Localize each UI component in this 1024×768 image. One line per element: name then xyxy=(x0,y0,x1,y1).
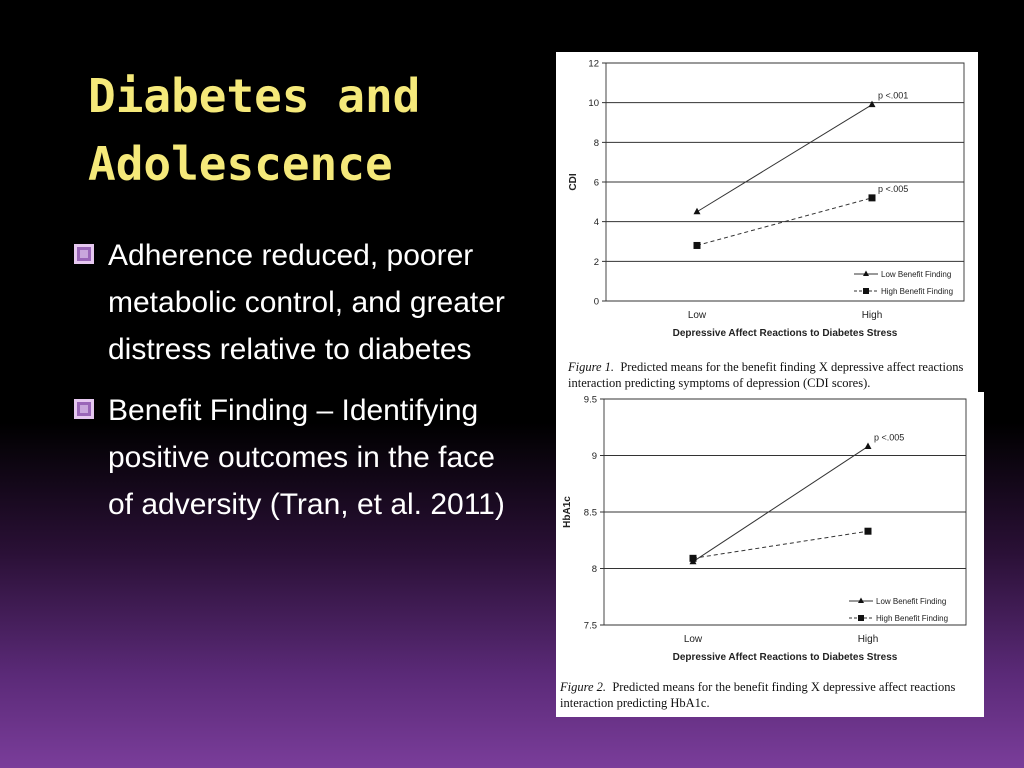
legend-entry-label: High Benefit Finding xyxy=(876,614,948,623)
p-value-annotation: p <.005 xyxy=(874,432,904,442)
x-tick-label: High xyxy=(858,634,879,645)
bullet-item: Benefit Finding – Identifying positive o… xyxy=(72,387,512,528)
p-value-annotation: p <.005 xyxy=(878,184,908,194)
low-benefit-series-line xyxy=(696,104,873,213)
legend-entry-label: Low Benefit Finding xyxy=(881,270,951,279)
hba1c-line-chart: 7.5 8 8.5 9 9.5 Low High Depressive Affect Reac… xyxy=(562,395,967,663)
slide-title-line-1: Diabetes and xyxy=(88,69,421,123)
x-axis-label: Depressive Affect Reactions to Diabetes … xyxy=(673,652,898,663)
figure-2-caption-text: Predicted means for the benefit finding … xyxy=(560,680,956,710)
y-tick-label: 9.5 xyxy=(584,395,597,406)
bullet-text: Adherence reduced, poorer metabolic cont… xyxy=(108,239,505,366)
figure-1-caption: Figure 1. Predicted means for the benefi… xyxy=(568,359,968,391)
x-tick-label: High xyxy=(862,310,883,321)
y-axis-label: CDI xyxy=(568,173,579,190)
square-bullet-icon xyxy=(74,399,94,419)
square-point-marker xyxy=(864,527,872,535)
y-tick-label: 2 xyxy=(594,257,599,268)
y-tick-label: 7.5 xyxy=(584,621,597,632)
legend-square-marker xyxy=(863,288,869,294)
bullet-item: Adherence reduced, poorer metabolic cont… xyxy=(72,232,512,373)
bullet-list: Adherence reduced, poorer metabolic cont… xyxy=(72,232,512,542)
bullet-text: Benefit Finding – Identifying positive o… xyxy=(108,394,505,521)
y-axis-label: HbA1c xyxy=(562,496,573,528)
y-tick-label: 8.5 xyxy=(584,508,597,519)
y-tick-label: 0 xyxy=(594,297,599,308)
y-tick-label: 8 xyxy=(592,564,597,575)
legend-triangle-marker xyxy=(858,597,864,603)
x-tick-label: Low xyxy=(688,310,707,321)
figure-1-caption-label: Figure 1. xyxy=(568,360,615,374)
figure-1-caption-text: Predicted means for the benefit finding … xyxy=(568,360,964,390)
slide-title: Diabetes and Adolescence xyxy=(88,62,420,198)
legend-entry-label: High Benefit Finding xyxy=(881,287,953,296)
high-benefit-series-line xyxy=(692,530,869,559)
figure-1-panel: 0 2 4 6 8 10 12 Low High Depressive Affect Reacti… xyxy=(556,52,978,392)
square-point-marker xyxy=(693,241,701,249)
square-point-marker xyxy=(868,194,876,202)
y-tick-label: 9 xyxy=(592,451,597,462)
triangle-point-marker xyxy=(693,207,701,215)
figure-2-caption-label: Figure 2. xyxy=(560,680,607,694)
high-benefit-series-line xyxy=(696,197,873,246)
y-tick-label: 12 xyxy=(588,59,599,70)
low-benefit-series-line xyxy=(692,446,869,563)
p-value-annotation: p <.001 xyxy=(878,91,908,101)
slide-title-line-2: Adolescence xyxy=(88,137,393,191)
triangle-point-marker xyxy=(868,100,876,108)
figure-2-panel: 7.5 8 8.5 9 9.5 Low High Depressive Affect Reac… xyxy=(556,392,984,717)
legend-entry-label: Low Benefit Finding xyxy=(876,597,946,606)
figure-2-caption: Figure 2. Predicted means for the benefi… xyxy=(560,679,972,711)
triangle-point-marker xyxy=(864,442,872,449)
legend-triangle-marker xyxy=(863,270,869,276)
square-bullet-icon xyxy=(74,244,94,264)
legend-square-marker xyxy=(858,615,864,621)
y-tick-label: 6 xyxy=(594,178,599,189)
y-tick-label: 4 xyxy=(594,217,599,228)
y-tick-label: 10 xyxy=(588,98,599,109)
x-tick-label: Low xyxy=(684,634,703,645)
x-axis-label: Depressive Affect Reactions to Diabetes … xyxy=(673,328,898,339)
y-tick-label: 8 xyxy=(594,138,599,149)
cdi-line-chart: 0 2 4 6 8 10 12 Low High Depressive Affect Reacti… xyxy=(568,59,965,339)
square-point-marker xyxy=(689,554,697,562)
